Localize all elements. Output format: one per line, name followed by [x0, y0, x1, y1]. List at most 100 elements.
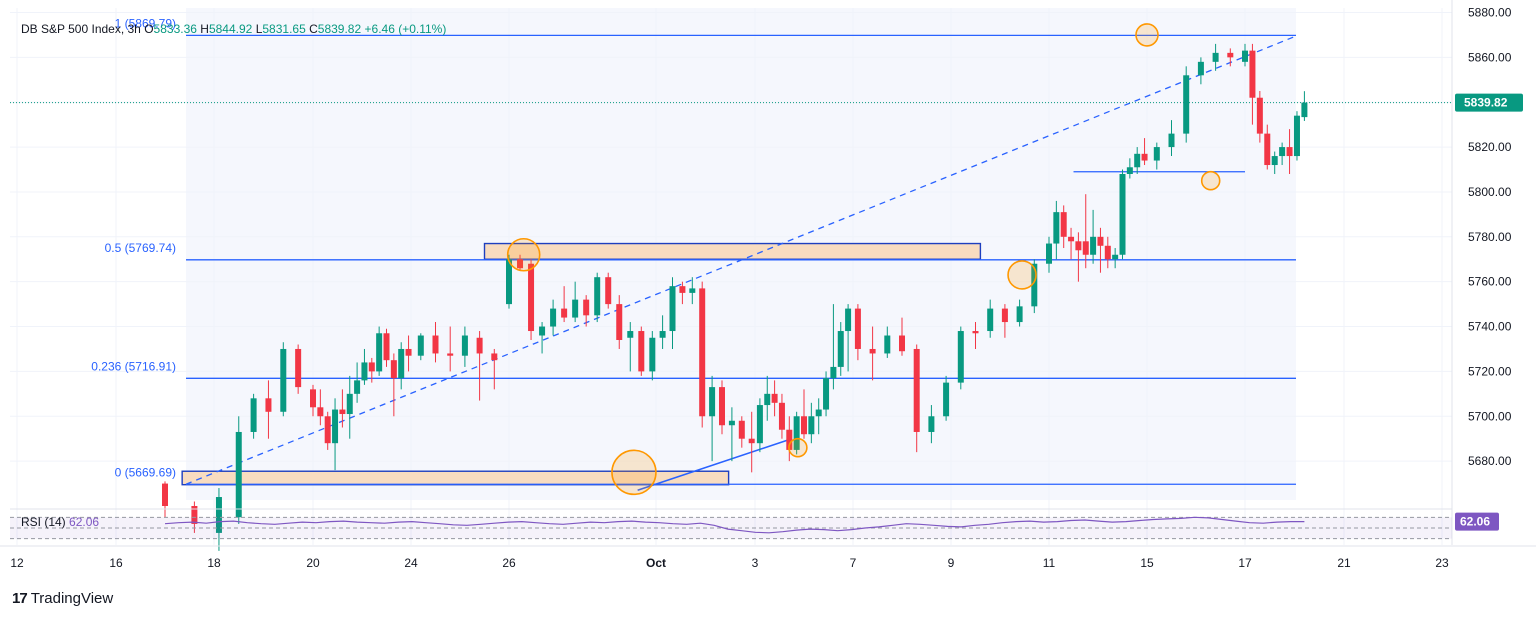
x-tick-label: 26: [502, 556, 516, 570]
x-tick-label: 16: [109, 556, 123, 570]
candle-body: [801, 416, 807, 435]
candle-body: [830, 366, 837, 379]
candle-body: [771, 393, 778, 403]
y-tick-label: 5880.00: [1468, 5, 1512, 19]
candle-body: [1271, 156, 1278, 166]
x-tick-label: 18: [207, 556, 221, 570]
candle-body: [398, 348, 405, 379]
candle-body: [1060, 212, 1067, 237]
candle-body: [1075, 241, 1082, 251]
candle-body: [332, 409, 339, 444]
candle-body: [346, 393, 353, 415]
candle-body: [972, 331, 979, 334]
x-tick-label: 3: [752, 556, 759, 570]
candle-body: [1279, 147, 1286, 157]
candle-body: [506, 259, 512, 305]
candle-body: [808, 416, 815, 435]
highlight-circle: [1007, 260, 1037, 290]
candle-body: [1153, 147, 1160, 161]
candle-body: [679, 286, 686, 293]
brand-name: TradingView: [30, 590, 114, 607]
low-value: 5831.65: [262, 22, 306, 36]
candle-body: [354, 380, 361, 394]
candle-body: [627, 331, 634, 338]
x-tick-label: 20: [306, 556, 320, 570]
candle-body: [823, 378, 830, 410]
candle-body: [1293, 115, 1300, 157]
candle-body: [491, 353, 498, 361]
candle-body: [1053, 212, 1060, 244]
candle-body: [1001, 308, 1008, 323]
candle-body: [756, 405, 763, 444]
x-tick-label: 21: [1337, 556, 1351, 570]
x-tick-label: 23: [1435, 556, 1449, 570]
candle-body: [845, 308, 852, 332]
candle-body: [1031, 263, 1038, 307]
candle-body: [235, 431, 242, 518]
candle-body: [913, 348, 920, 432]
candle-body: [719, 387, 725, 426]
highlight-circle: [1135, 23, 1159, 47]
candle-body: [1134, 153, 1141, 168]
y-tick-label: 5780.00: [1468, 230, 1512, 244]
candle-body: [738, 420, 745, 439]
candle-body: [295, 348, 302, 388]
candle-body: [1126, 167, 1133, 174]
candle-body: [786, 429, 793, 450]
candle-body: [550, 308, 557, 327]
candle-body: [649, 337, 656, 372]
candle-body: [280, 348, 287, 412]
y-tick-label: 5680.00: [1468, 454, 1512, 468]
highlight-circle: [788, 437, 808, 458]
high-value: 5844.92: [208, 22, 253, 36]
rsi-legend: RSI (14) 62.06: [21, 515, 99, 529]
dashed-trendline: [185, 35, 1297, 485]
rsi-label: RSI (14): [21, 515, 66, 529]
candle-body: [376, 333, 383, 372]
candle-body: [689, 288, 696, 293]
solid-trendline: [637, 437, 793, 492]
candle-body: [616, 304, 623, 340]
y-tick-label: 5820.00: [1468, 140, 1512, 154]
tradingview-brand[interactable]: 17 TradingView: [12, 590, 113, 607]
candle-body: [1227, 52, 1234, 58]
candle-body: [1183, 75, 1190, 134]
candle-body: [869, 348, 876, 354]
candle-body: [1046, 243, 1052, 264]
candle-body: [191, 506, 198, 524]
candle-body: [317, 407, 324, 417]
candle-body: [699, 288, 706, 417]
x-tick-label: Oct: [646, 556, 666, 570]
candle-body: [748, 438, 755, 444]
candle-body: [1264, 133, 1271, 166]
y-tick-label: 5760.00: [1468, 275, 1512, 289]
candle-body: [899, 335, 905, 352]
rsi-value-tag: [1455, 512, 1499, 531]
candle-body: [793, 416, 800, 450]
candle-body: [561, 308, 568, 318]
high-label: H: [200, 22, 209, 36]
candle-body: [957, 331, 964, 383]
symbol-label: DB S&P 500 Index, 3h: [21, 22, 141, 36]
candle-body: [432, 335, 439, 354]
candle-body: [815, 409, 822, 417]
y-tick-label: 5860.00: [1468, 50, 1512, 64]
candle-body: [517, 259, 524, 269]
candle-body: [594, 277, 601, 316]
candle-body: [476, 337, 483, 354]
open-value: 5833.36: [153, 22, 197, 36]
candle-body: [987, 308, 994, 332]
candle-body: [383, 333, 390, 361]
candle-body: [324, 416, 331, 444]
x-tick-label: 9: [948, 556, 955, 570]
change-value: +6.46 (+0.11%): [364, 22, 447, 36]
candle-body: [837, 331, 844, 367]
candle-body: [1256, 97, 1263, 134]
candle-body: [461, 335, 468, 356]
candle-body: [659, 331, 666, 338]
candle-body: [265, 398, 272, 412]
fib-level-label: 0 (5669.69): [115, 465, 176, 479]
candle-body: [1082, 241, 1089, 255]
